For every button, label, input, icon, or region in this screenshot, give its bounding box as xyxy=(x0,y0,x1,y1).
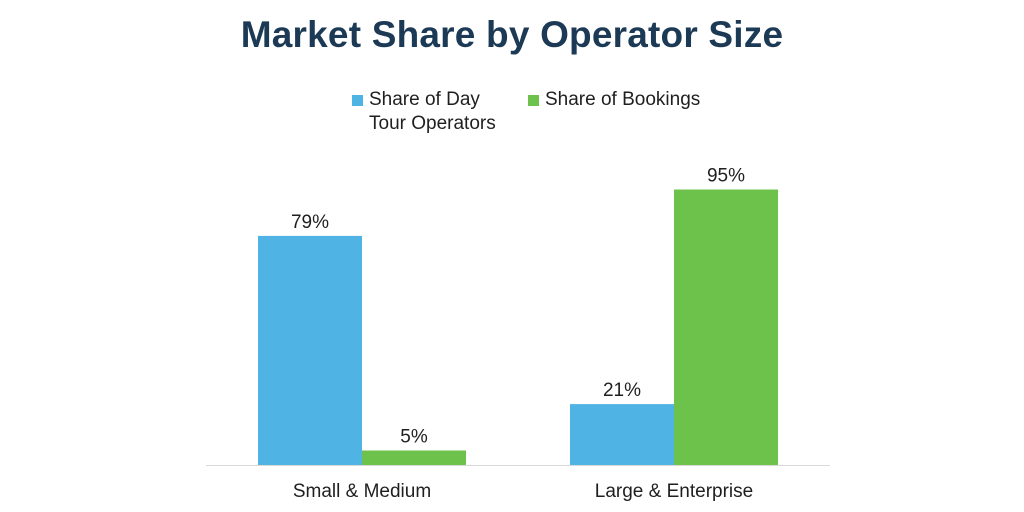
legend-swatch-day-tour-operators xyxy=(352,95,363,106)
bar-large-and-enterprise-share-of-day-tour-operators xyxy=(570,404,674,465)
legend: Share of Day Tour Operators Share of Boo… xyxy=(0,88,1024,148)
bar-large-and-enterprise-share-of-bookings xyxy=(674,189,778,465)
legend-item-day-tour-operators: Share of Day Tour Operators xyxy=(352,88,519,136)
bar-small-and-medium-share-of-day-tour-operators xyxy=(258,235,362,465)
legend-swatch-bookings xyxy=(528,95,539,106)
data-label-small-and-medium-share-of-bookings: 5% xyxy=(400,427,428,448)
legend-label-day-tour-operators: Share of Day Tour Operators xyxy=(369,89,496,134)
bar-small-and-medium-share-of-bookings xyxy=(362,450,466,465)
data-label-large-and-enterprise-share-of-bookings: 95% xyxy=(707,166,745,187)
category-label-small-and-medium: Small & Medium xyxy=(293,481,431,502)
labels-layer: 79% 5% Small & Medium 21% 95% Large & Enterpr… xyxy=(291,166,753,503)
legend-item-bookings: Share of Bookings xyxy=(528,88,735,112)
data-label-small-and-medium-share-of-day-tour-operators: 79% xyxy=(291,212,329,233)
data-label-large-and-enterprise-share-of-day-tour-operators: 21% xyxy=(603,380,641,401)
category-label-large-and-enterprise: Large & Enterprise xyxy=(595,481,753,502)
legend-label-bookings: Share of Bookings xyxy=(545,89,701,110)
bars-layer xyxy=(258,189,778,465)
chart-title: Market Share by Operator Size xyxy=(240,14,784,55)
